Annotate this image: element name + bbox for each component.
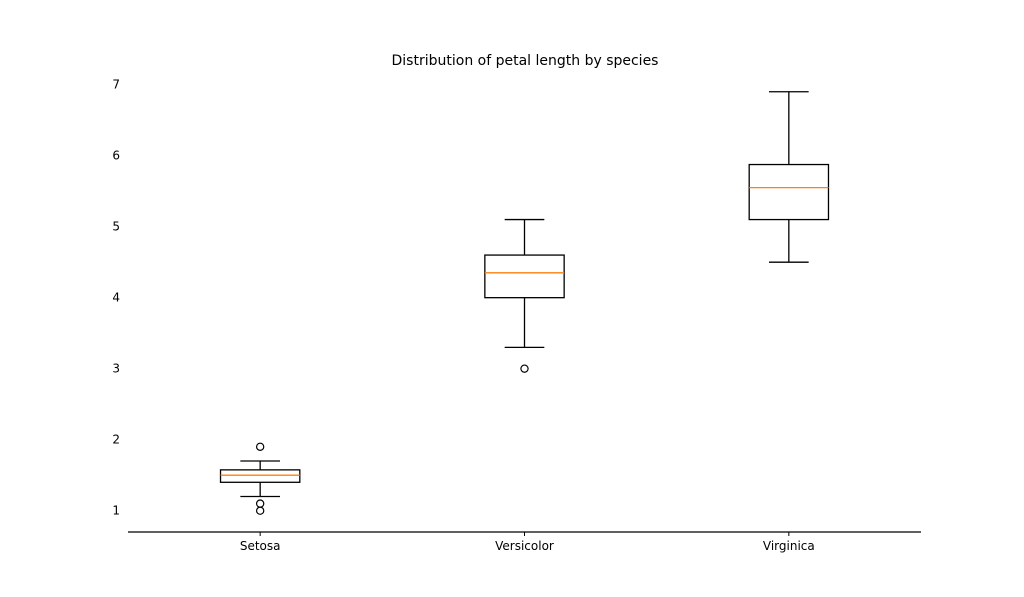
x-tick-label: Virginica (763, 539, 815, 553)
box (748, 163, 830, 221)
y-tick-label: 7 (112, 78, 120, 92)
y-tick-label: 2 (112, 433, 120, 447)
chart-title: Distribution of petal length by species (392, 53, 659, 69)
x-axis: Setosa Versicolor Virginica (128, 531, 921, 553)
y-tick-label: 5 (112, 220, 120, 234)
outlier-point (520, 364, 529, 373)
outlier-point (255, 442, 265, 451)
y-tick-label: 3 (112, 362, 120, 376)
outlier-point (255, 499, 265, 508)
box-plots (219, 91, 830, 515)
y-tick-label: 1 (112, 504, 120, 518)
y-tick-label: 4 (112, 291, 120, 305)
box-group-versicolor (484, 218, 565, 373)
y-tick-label: 6 (112, 149, 120, 163)
x-tick-label: Setosa (240, 539, 281, 553)
outlier-point (255, 506, 265, 515)
x-tick-label: Versicolor (495, 539, 554, 553)
y-axis: 1 2 3 4 5 6 7 (112, 78, 120, 518)
box-group-setosa (219, 442, 301, 515)
box (484, 254, 565, 299)
box (219, 469, 301, 483)
box-group-virginica (748, 91, 830, 263)
